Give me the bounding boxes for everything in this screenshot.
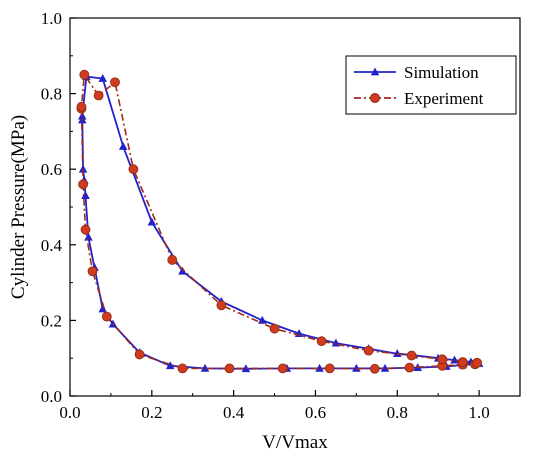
data-point-experiment [78,179,88,190]
data-point-simulation [98,304,108,313]
data-point-simulation [178,266,187,275]
series-line-simulation [81,75,480,370]
data-point-simulation [118,142,128,150]
data-point-experiment [101,311,112,322]
data-point-experiment [224,363,235,374]
series-simulation [77,72,484,373]
x-tick-label: 0.4 [223,403,245,422]
y-tick-label: 0.0 [41,387,62,406]
data-point-simulation [392,349,402,358]
data-point-experiment [79,69,90,80]
data-point-simulation [241,364,251,373]
data-point-experiment [134,349,145,360]
data-point-simulation [200,363,210,372]
data-point-experiment [472,357,482,368]
legend-label-experiment: Experiment [404,89,484,108]
data-point-simulation [77,111,87,120]
data-point-experiment [110,77,120,88]
series-line-experiment [80,73,478,370]
data-point-experiment [404,362,415,373]
data-point-experiment [93,90,104,101]
data-point-experiment [277,363,288,374]
legend-swatch-marker-experiment [370,93,380,103]
x-tick-label: 1.0 [468,403,489,422]
x-tick-label: 0.2 [141,403,162,422]
legend-label-simulation: Simulation [404,63,479,82]
x-tick-label: 0.0 [59,403,80,422]
data-point-simulation [147,217,157,226]
data-point-experiment [369,363,380,374]
data-point-simulation [165,361,175,370]
data-point-experiment [363,345,374,356]
y-tick-label: 0.6 [41,160,62,179]
data-point-simulation [81,191,90,200]
data-point-experiment [324,363,335,374]
data-point-experiment [80,224,91,235]
data-point-simulation [257,315,267,324]
data-point-simulation [380,363,390,372]
data-point-experiment [128,164,139,175]
data-point-experiment [457,357,468,367]
data-point-simulation [78,164,88,173]
x-axis-title: V/Vmax [262,432,328,453]
x-tick-label: 0.6 [305,403,326,422]
legend-swatch-marker-simulation [370,67,380,76]
data-point-experiment [437,354,448,365]
data-point-experiment [167,255,178,265]
data-point-simulation [98,73,108,82]
y-tick-label: 0.8 [41,85,62,104]
data-point-experiment [406,350,417,361]
legend-box [345,55,517,115]
data-point-experiment [216,300,227,311]
y-tick-label: 0.2 [41,311,62,330]
data-point-simulation [315,363,324,372]
legend: Simulation Experiment [345,55,517,115]
y-axis-title: Cylinder Pressure(MPa) [8,115,29,299]
data-point-simulation [352,363,361,372]
y-tick-label: 0.4 [41,236,63,255]
data-point-experiment [177,363,188,374]
data-point-experiment [87,266,98,277]
data-point-experiment [269,323,280,334]
data-point-experiment [76,101,87,112]
data-point-experiment [316,336,327,347]
series-experiment [76,69,482,374]
x-tick-label: 0.8 [387,403,408,422]
y-tick-label: 1.0 [41,9,62,28]
